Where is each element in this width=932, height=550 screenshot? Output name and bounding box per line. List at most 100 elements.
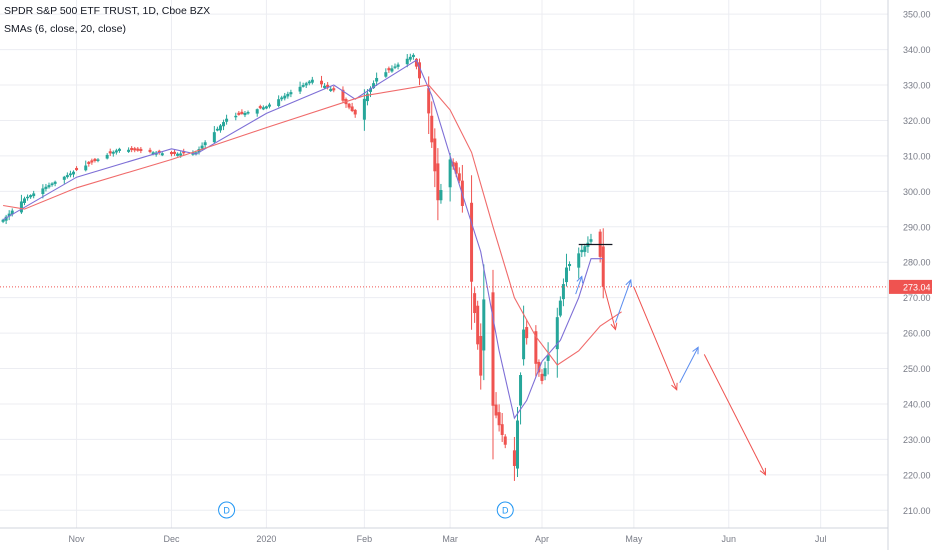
candle: [500, 413, 504, 442]
indicator-legend: SMAs (6, close, 20, close): [4, 23, 126, 35]
candle-body: [561, 284, 565, 300]
candle: [476, 300, 480, 350]
candle: [29, 194, 33, 199]
candle-body: [283, 95, 287, 99]
candle: [323, 83, 327, 90]
candle-body: [44, 186, 48, 189]
candle: [139, 146, 143, 154]
candle: [326, 82, 330, 90]
candle-body: [22, 198, 26, 203]
candle-body: [41, 188, 45, 195]
candle: [50, 182, 54, 187]
sma-line-fast: [2, 59, 604, 420]
arrow-shaft: [602, 283, 616, 330]
candle: [301, 82, 305, 88]
candle-body: [182, 151, 186, 154]
y-tick-label: 330.00: [903, 81, 931, 91]
y-tick-label: 220.00: [903, 470, 931, 480]
candle-body: [1, 219, 5, 222]
candle: [320, 75, 324, 88]
dividend-label: D: [502, 506, 509, 516]
candle-body: [329, 88, 333, 91]
candle-body: [96, 159, 100, 161]
candle: [173, 149, 177, 156]
candle: [365, 89, 369, 106]
candle-body: [68, 173, 72, 176]
y-tick-label: 340.00: [903, 45, 931, 55]
candle: [589, 233, 593, 245]
candle-body: [470, 202, 474, 282]
candle: [304, 81, 308, 88]
candle: [41, 184, 45, 199]
candle-body: [500, 424, 504, 435]
candle-body: [577, 253, 581, 268]
y-tick-label: 270.00: [903, 293, 931, 303]
candle: [267, 102, 271, 109]
candle-body: [65, 175, 69, 178]
candle-body: [246, 112, 250, 114]
candle: [482, 264, 486, 381]
sma-line-slow: [3, 84, 622, 366]
candle: [470, 175, 474, 330]
arrow-shaft: [633, 286, 678, 390]
candle-body: [515, 420, 519, 469]
candle: [568, 261, 572, 271]
candle: [405, 54, 409, 68]
candle: [310, 76, 314, 85]
y-tick-label: 230.00: [903, 435, 931, 445]
arrow-shaft: [703, 354, 766, 476]
candle: [561, 278, 565, 307]
x-tick-label: Apr: [535, 534, 549, 544]
candle: [577, 247, 581, 279]
candle: [564, 253, 568, 287]
projection-down-arrow: [703, 354, 767, 476]
candle-body: [258, 106, 262, 109]
candle: [114, 148, 118, 155]
candle-body: [350, 106, 354, 112]
y-tick-label: 300.00: [903, 187, 931, 197]
projection-down-arrow: [633, 286, 678, 391]
candle: [387, 66, 391, 73]
candle: [62, 175, 66, 184]
arrow-head: [671, 382, 678, 391]
candle-body: [353, 109, 357, 115]
candle: [522, 305, 526, 366]
candle-body: [71, 171, 75, 175]
y-tick-label: 210.00: [903, 506, 931, 516]
candle: [243, 111, 247, 118]
candle: [203, 140, 207, 149]
candle: [65, 172, 69, 179]
dividend-label: D: [223, 506, 230, 516]
candle: [558, 296, 562, 318]
x-tick-label: Nov: [69, 534, 86, 544]
candle: [246, 110, 250, 115]
candle-body: [568, 264, 572, 267]
candle-body: [50, 183, 54, 186]
candle: [519, 372, 523, 425]
last-price-label: 273.04: [903, 282, 931, 292]
candle: [347, 102, 351, 110]
candle: [286, 91, 290, 99]
candle: [460, 164, 464, 213]
candle-body: [479, 335, 483, 376]
candles: [1, 53, 605, 481]
candle: [393, 63, 397, 70]
candle: [169, 150, 173, 157]
candle: [433, 128, 437, 188]
dividend-circle: [496, 501, 514, 519]
candle-body: [476, 305, 480, 345]
y-tick-label: 310.00: [903, 151, 931, 161]
candle: [329, 86, 333, 92]
candle: [32, 190, 36, 199]
candle-body: [148, 149, 152, 152]
candle-body: [497, 412, 501, 426]
candle: [430, 101, 434, 148]
candle-body: [341, 89, 345, 101]
arrow-head: [625, 278, 633, 287]
candle-body: [4, 216, 8, 221]
candle: [240, 109, 244, 115]
candle: [4, 214, 8, 225]
candle: [234, 112, 238, 121]
candle: [87, 160, 91, 167]
